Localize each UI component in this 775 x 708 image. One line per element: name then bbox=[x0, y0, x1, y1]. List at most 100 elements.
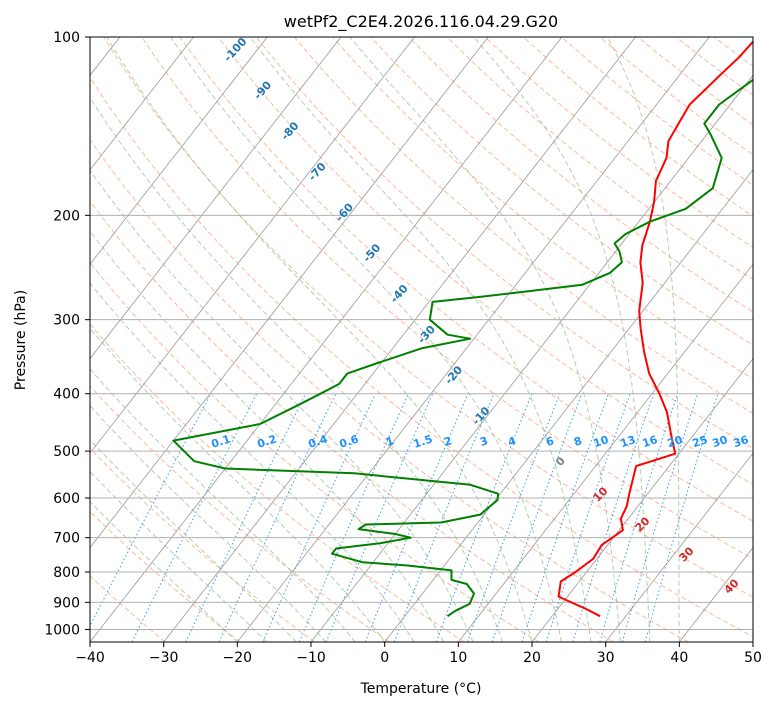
y-tick-label: 600 bbox=[53, 491, 80, 507]
moist-adiabat-line bbox=[349, 37, 621, 642]
y-tick-label: 400 bbox=[53, 387, 80, 403]
x-tick-label: −30 bbox=[149, 650, 179, 666]
moist-adiabat-line bbox=[106, 37, 533, 642]
y-tick-label: 100 bbox=[53, 30, 80, 46]
mixing-ratio-label: 8 bbox=[572, 434, 583, 449]
mixing-ratio-label: 6 bbox=[544, 434, 556, 449]
moist-adiabat-line bbox=[249, 37, 592, 642]
mixing-ratio-label: 3 bbox=[478, 434, 489, 449]
dry-adiabat-line bbox=[90, 200, 614, 642]
moist-adiabat-line bbox=[90, 439, 297, 642]
dry-adiabat-line bbox=[255, 37, 753, 450]
isotherm-line bbox=[90, 37, 342, 360]
y-tick-label: 1000 bbox=[44, 622, 80, 638]
chart-title: wetPf2_C2E4.2026.116.04.29.G20 bbox=[284, 12, 558, 32]
x-tick-label: −40 bbox=[75, 650, 105, 666]
x-tick-label: 30 bbox=[597, 650, 615, 666]
isotherm-line bbox=[90, 37, 415, 454]
mixing-ratio-line bbox=[621, 393, 699, 642]
mixing-ratio-labels: 0.1 0.2 0.4 0.6 1 1.5 2 3 4 6 8 10 13 16 20 25 30 36 bbox=[210, 432, 751, 450]
mixing-ratio-line bbox=[545, 393, 631, 642]
y-axis-label: Pressure (hPa) bbox=[13, 290, 29, 390]
isotherm-line bbox=[90, 37, 268, 265]
mixing-ratio-line bbox=[218, 393, 337, 642]
background-lines bbox=[90, 37, 753, 642]
mixing-ratio-label: 20 bbox=[666, 433, 685, 450]
mixing-ratio-label: 10 bbox=[592, 433, 611, 450]
isotherm-line bbox=[90, 37, 563, 642]
dry-adiabat-line bbox=[90, 447, 315, 642]
mixing-ratio-line bbox=[491, 393, 583, 642]
dry-adiabat-line bbox=[370, 37, 753, 346]
dewpoint-line bbox=[172, 78, 753, 618]
moist-adiabat-line bbox=[90, 327, 386, 642]
mixing-ratio-line bbox=[185, 393, 307, 642]
isotherm-line bbox=[531, 358, 753, 642]
x-tick-label: 0 bbox=[380, 650, 389, 666]
moist-adiabat-line bbox=[170, 37, 562, 642]
dry-adiabat-line bbox=[332, 37, 753, 380]
mixing-ratio-label: 0.1 bbox=[210, 432, 233, 450]
x-tick-label: 10 bbox=[449, 650, 467, 666]
isotherm-line bbox=[605, 452, 753, 642]
y-tick-label: 800 bbox=[53, 565, 80, 581]
dry-adiabat-line bbox=[751, 37, 753, 39]
moist-adiabat-line bbox=[90, 470, 268, 642]
x-tick-label: 50 bbox=[744, 650, 762, 666]
x-tick-label: −20 bbox=[223, 650, 253, 666]
plot-frame bbox=[89, 36, 754, 643]
isotherm-line bbox=[458, 263, 753, 642]
dry-adiabat-line bbox=[90, 575, 166, 642]
profile-curves bbox=[172, 40, 753, 618]
mixing-ratio-label: 25 bbox=[691, 433, 710, 450]
moist-adiabat-line bbox=[90, 405, 327, 642]
moist-adiabat-line bbox=[90, 368, 356, 642]
moist-adiabat-line bbox=[606, 37, 680, 642]
dry-adiabat-line bbox=[90, 323, 465, 642]
x-axis-label: Temperature (°C) bbox=[360, 681, 482, 697]
mixing-ratio-label: 36 bbox=[732, 433, 751, 450]
moist-adiabat-line bbox=[90, 230, 445, 642]
dry-adiabat-line bbox=[90, 385, 390, 642]
isotherm-line bbox=[90, 37, 194, 171]
mixing-ratio-label: 0.6 bbox=[338, 432, 361, 450]
y-tick-label: 200 bbox=[53, 208, 80, 224]
dry-adiabat-line bbox=[217, 37, 753, 486]
mixing-ratio-line bbox=[521, 393, 609, 642]
mixing-ratio-line bbox=[572, 393, 655, 642]
moist-adiabat-line bbox=[473, 37, 651, 642]
isotherm-line bbox=[163, 37, 636, 642]
mixing-ratio-label: 4 bbox=[506, 434, 518, 449]
mixing-ratio-label: 2 bbox=[442, 434, 453, 449]
isotherm-line bbox=[384, 169, 753, 642]
mixing-ratio-label: 1.5 bbox=[412, 432, 435, 450]
x-axis-ticks: −40 −30 −20 −10 0 10 20 30 40 50 bbox=[75, 642, 762, 666]
x-tick-label: 20 bbox=[523, 650, 541, 666]
temperature-line bbox=[557, 40, 753, 618]
dry-adiabat-line bbox=[90, 138, 689, 642]
isotherm-line bbox=[752, 641, 753, 642]
mixing-ratio-label: 30 bbox=[711, 433, 730, 450]
x-tick-label: 40 bbox=[670, 650, 688, 666]
y-axis-ticks: 100 200 300 400 500 600 700 800 900 1000 bbox=[44, 30, 90, 638]
mixing-ratio-line bbox=[599, 393, 679, 642]
y-tick-label: 700 bbox=[53, 531, 80, 547]
mixing-ratio-line bbox=[262, 393, 376, 642]
mixing-ratio-label: 0.4 bbox=[307, 432, 330, 450]
y-tick-label: 500 bbox=[53, 444, 80, 460]
isotherm-line bbox=[90, 37, 489, 549]
mixing-ratio-label: 1 bbox=[384, 434, 395, 449]
mixing-ratio-line bbox=[131, 393, 258, 642]
x-tick-label: −10 bbox=[296, 650, 326, 666]
mixing-ratio-line bbox=[393, 393, 495, 642]
mixing-ratio-label: 0.2 bbox=[256, 432, 279, 450]
y-tick-label: 300 bbox=[53, 313, 80, 329]
mixing-ratio-line bbox=[467, 393, 561, 642]
isotherm-line bbox=[237, 37, 710, 642]
dry-adiabat-line bbox=[90, 510, 241, 642]
pressure-gridlines bbox=[90, 37, 753, 630]
mixing-ratio-label: 13 bbox=[619, 433, 638, 450]
mixing-ratio-line bbox=[644, 393, 719, 642]
y-tick-label: 900 bbox=[53, 595, 80, 611]
